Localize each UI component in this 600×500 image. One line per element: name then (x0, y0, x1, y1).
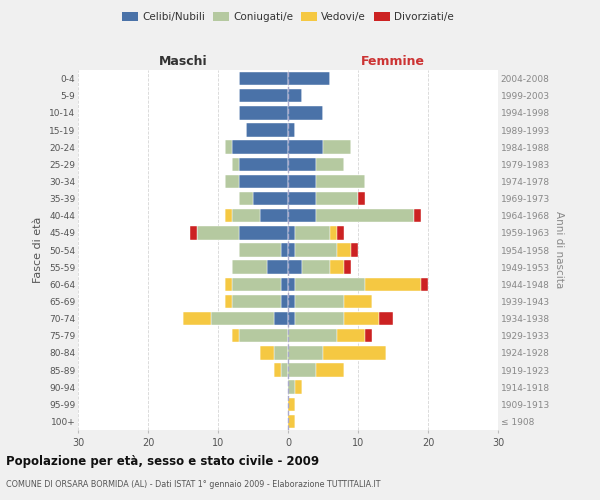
Text: Maschi: Maschi (158, 56, 208, 68)
Bar (246, 124, 288, 136)
Bar (288, 244, 295, 256)
Bar (232, 278, 281, 291)
Bar (295, 312, 344, 326)
Bar (414, 209, 421, 222)
Bar (197, 226, 239, 239)
Bar (344, 312, 379, 326)
Bar (288, 380, 295, 394)
Bar (344, 294, 372, 308)
Bar (225, 140, 232, 154)
Bar (288, 89, 302, 102)
Bar (239, 106, 288, 120)
Bar (281, 278, 288, 291)
Bar (232, 260, 267, 274)
Bar (281, 244, 288, 256)
Bar (302, 260, 330, 274)
Bar (225, 294, 232, 308)
Bar (274, 346, 288, 360)
Bar (281, 294, 288, 308)
Bar (225, 174, 239, 188)
Text: Popolazione per età, sesso e stato civile - 2009: Popolazione per età, sesso e stato civil… (6, 455, 319, 468)
Bar (288, 226, 295, 239)
Bar (288, 414, 295, 428)
Bar (288, 124, 295, 136)
Bar (239, 244, 281, 256)
Bar (337, 244, 351, 256)
Bar (288, 106, 323, 120)
Y-axis label: Anni di nascita: Anni di nascita (554, 212, 564, 288)
Bar (316, 158, 344, 171)
Bar (232, 294, 281, 308)
Bar (232, 209, 260, 222)
Bar (239, 174, 288, 188)
Bar (274, 364, 281, 376)
Legend: Celibi/Nubili, Coniugati/e, Vedovi/e, Divorziati/e: Celibi/Nubili, Coniugati/e, Vedovi/e, Di… (118, 8, 458, 26)
Bar (358, 192, 365, 205)
Bar (239, 192, 253, 205)
Bar (288, 72, 330, 86)
Bar (295, 380, 302, 394)
Bar (365, 278, 421, 291)
Bar (267, 260, 288, 274)
Bar (288, 158, 316, 171)
Bar (225, 278, 232, 291)
Bar (288, 140, 323, 154)
Bar (288, 312, 295, 326)
Bar (288, 364, 316, 376)
Bar (253, 192, 288, 205)
Bar (323, 346, 386, 360)
Bar (288, 278, 295, 291)
Bar (337, 226, 344, 239)
Bar (295, 226, 330, 239)
Bar (239, 329, 288, 342)
Bar (316, 192, 358, 205)
Bar (225, 209, 232, 222)
Bar (316, 174, 365, 188)
Bar (295, 294, 344, 308)
Bar (323, 140, 351, 154)
Bar (337, 329, 365, 342)
Bar (379, 312, 393, 326)
Bar (316, 364, 344, 376)
Bar (274, 312, 288, 326)
Bar (281, 364, 288, 376)
Bar (183, 312, 211, 326)
Bar (288, 209, 316, 222)
Bar (295, 244, 337, 256)
Bar (288, 398, 295, 411)
Bar (232, 329, 239, 342)
Bar (288, 294, 295, 308)
Bar (232, 140, 288, 154)
Bar (421, 278, 428, 291)
Bar (239, 226, 288, 239)
Bar (288, 174, 316, 188)
Text: COMUNE DI ORSARA BORMIDA (AL) - Dati ISTAT 1° gennaio 2009 - Elaborazione TUTTIT: COMUNE DI ORSARA BORMIDA (AL) - Dati IST… (6, 480, 380, 489)
Bar (295, 278, 365, 291)
Text: Femmine: Femmine (361, 56, 425, 68)
Bar (211, 312, 274, 326)
Bar (288, 192, 316, 205)
Bar (239, 72, 288, 86)
Bar (239, 158, 288, 171)
Bar (260, 346, 274, 360)
Bar (316, 209, 414, 222)
Y-axis label: Fasce di età: Fasce di età (34, 217, 43, 283)
Bar (344, 260, 351, 274)
Bar (351, 244, 358, 256)
Bar (288, 329, 337, 342)
Bar (232, 158, 239, 171)
Bar (365, 329, 372, 342)
Bar (260, 209, 288, 222)
Bar (288, 260, 302, 274)
Bar (288, 346, 323, 360)
Bar (330, 260, 344, 274)
Bar (239, 89, 288, 102)
Bar (330, 226, 337, 239)
Bar (190, 226, 197, 239)
